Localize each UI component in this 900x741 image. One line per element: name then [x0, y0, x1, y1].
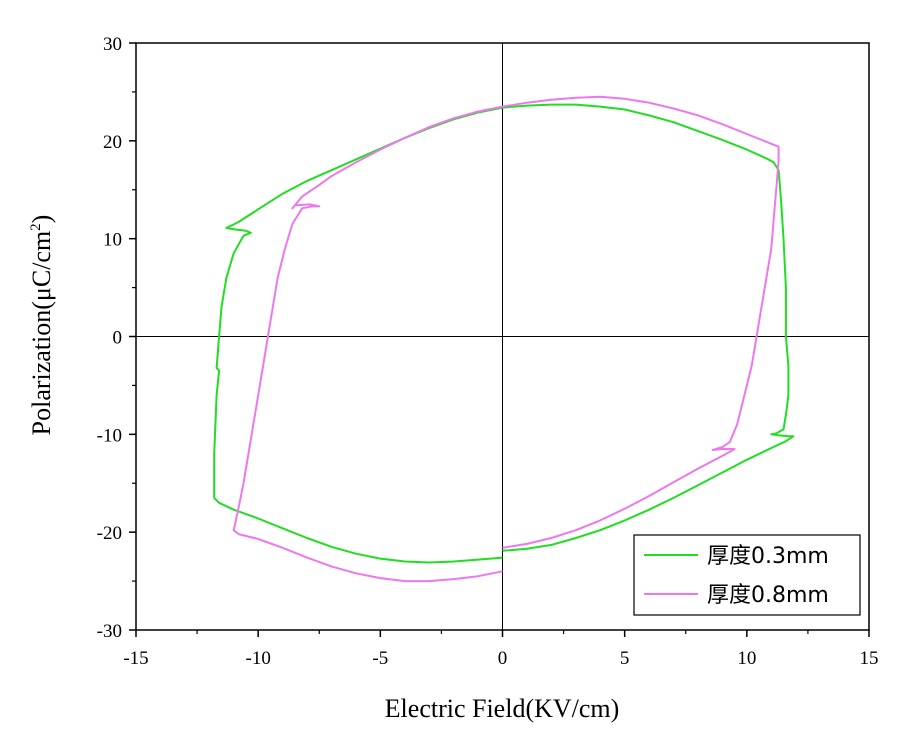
series-line-0 [213, 103, 795, 564]
series-layer [213, 95, 795, 583]
y-tick-label: 10 [103, 230, 122, 251]
x-tick-label: 10 [737, 648, 756, 669]
series-line-1 [232, 95, 780, 583]
y-tick-label: -10 [97, 425, 122, 446]
x-tick-label: 15 [860, 648, 879, 669]
axis-ticks: -15 -10 -5 0 5 10 15 -30 -20 -10 0 10 20 30 [97, 34, 879, 669]
x-axis-title: Electric Field(KV/cm) [385, 694, 620, 723]
y-tick-label: -30 [97, 621, 122, 642]
y-tick-label: -20 [97, 523, 122, 544]
x-tick-label: -10 [246, 648, 271, 669]
y-axis-title-close: ) [27, 215, 56, 224]
y-tick-label: 30 [103, 34, 122, 55]
x-tick-label: 0 [498, 648, 508, 669]
x-tick-label: 5 [620, 648, 630, 669]
y-tick-label: 0 [113, 328, 123, 349]
legend-box [633, 534, 861, 616]
legend-label-1: 厚度0.8mm [707, 583, 829, 608]
y-tick-label: 20 [103, 132, 122, 153]
y-axis-title-main: Polarization(μC/cm [27, 231, 56, 436]
x-tick-label: -15 [123, 648, 148, 669]
legend: 厚度0.3mm 厚度0.8mm [633, 534, 861, 616]
legend-label-0: 厚度0.3mm [707, 544, 829, 569]
y-axis-title: Polarization(μC/cm2) [27, 215, 56, 436]
x-tick-label: -5 [372, 648, 388, 669]
y-axis-title-superscript: 2 [28, 223, 44, 231]
